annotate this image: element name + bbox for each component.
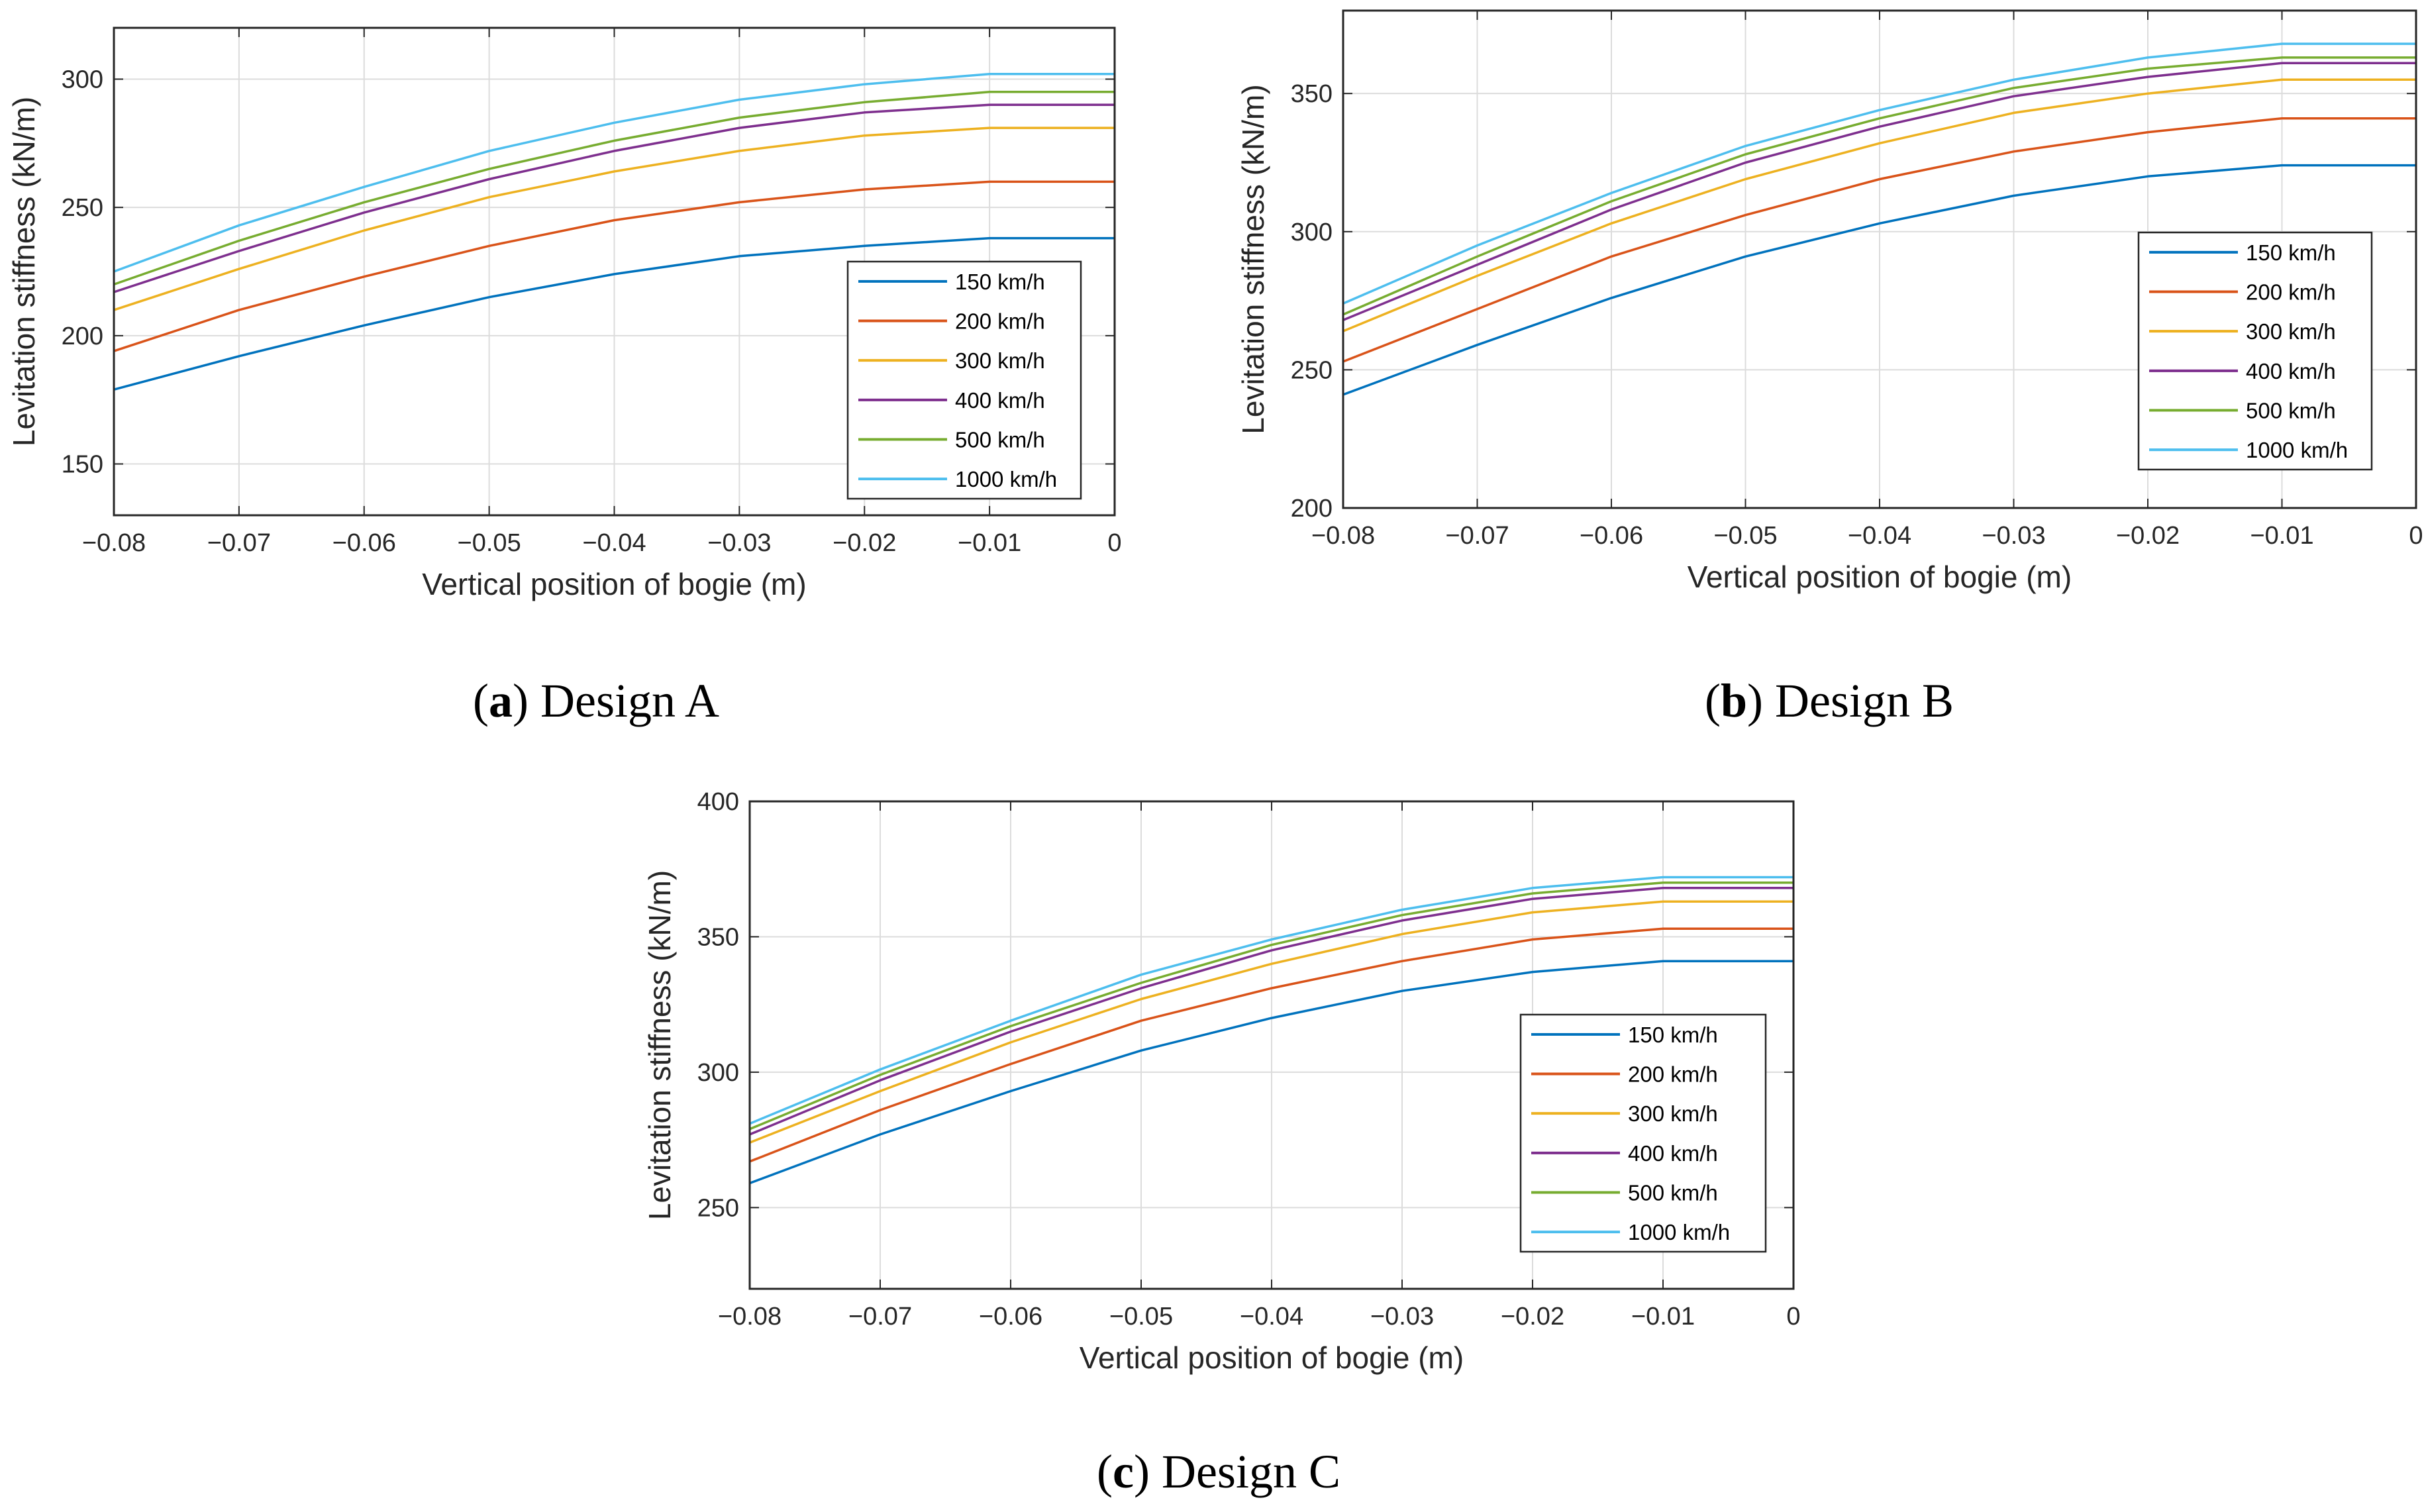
x-tick-label-c-3: −0.05 <box>1109 1303 1173 1331</box>
y-tick-label-b-0: 200 <box>1291 495 1333 523</box>
caption-text-c: Design C <box>1162 1445 1340 1498</box>
x-tick-label-b-0: −0.08 <box>1311 522 1375 550</box>
legend-label-c-1: 200 km/h <box>1628 1062 1718 1087</box>
chart-panel-design-b: −0.08 −0.07 −0.06 −0.05 −0.04 −0.03 −0.02 −0.01… <box>1236 9 2423 594</box>
x-tick-label-a-8: 0 <box>1107 529 1121 557</box>
legend-label-a-3: 400 km/h <box>955 388 1045 413</box>
caption-letter-b: b <box>1721 674 1747 727</box>
legend-box-b <box>2137 231 2373 471</box>
legend-label-c-5: 1000 km/h <box>1628 1220 1730 1244</box>
caption-letter-c: c <box>1113 1445 1134 1498</box>
x-tick-label-b-4: −0.04 <box>1848 522 1911 550</box>
legend-label-b-3: 400 km/h <box>2246 359 2336 383</box>
x-tick-label-c-1: −0.07 <box>848 1303 912 1331</box>
legend-label-a-0: 150 km/h <box>955 270 1045 294</box>
legend-label-b-4: 500 km/h <box>2246 399 2336 423</box>
series-line-c-400kmh <box>749 887 1793 1136</box>
series-line-b-300kmh <box>1342 78 2416 332</box>
series-line-b-400kmh <box>1342 62 2416 321</box>
x-tick-label-b-1: −0.07 <box>1445 522 1509 550</box>
caption-text-a: Design A <box>540 674 719 727</box>
y-tick-label-c-1: 300 <box>697 1059 739 1087</box>
series-line-b-200kmh <box>1342 117 2416 363</box>
x-tick-label-a-6: −0.02 <box>833 529 896 557</box>
x-axis-label-c: Vertical position of bogie (m) <box>1080 1340 1464 1375</box>
legend-label-b-0: 150 km/h <box>2246 240 2336 265</box>
legend-label-c-2: 300 km/h <box>1628 1101 1718 1126</box>
series-line-a-1000kmh <box>113 72 1115 273</box>
x-tick-label-b-3: −0.05 <box>1713 522 1777 550</box>
x-axis-label-a: Vertical position of bogie (m) <box>422 567 806 601</box>
x-tick-label-a-3: −0.05 <box>458 529 521 557</box>
legend-label-b-5: 1000 km/h <box>2246 438 2348 462</box>
x-axis-label-b: Vertical position of bogie (m) <box>1688 560 2072 594</box>
legend-label-a-2: 300 km/h <box>955 348 1045 373</box>
legend-label-b-2: 300 km/h <box>2246 319 2336 344</box>
y-tick-label-a-1: 200 <box>62 323 103 350</box>
x-tick-label-c-6: −0.02 <box>1501 1303 1564 1331</box>
y-tick-label-b-3: 350 <box>1291 80 1333 108</box>
legend-box-c <box>1519 1013 1767 1253</box>
y-tick-label-b-2: 300 <box>1291 219 1333 246</box>
x-tick-label-c-7: −0.01 <box>1631 1303 1695 1331</box>
x-tick-label-a-2: −0.06 <box>332 529 396 557</box>
x-tick-label-b-7: −0.01 <box>2250 522 2313 550</box>
legend-label-a-5: 1000 km/h <box>955 467 1057 491</box>
y-tick-label-b-1: 250 <box>1291 356 1333 384</box>
y-tick-label-c-2: 350 <box>697 923 739 951</box>
caption-text-b: Design B <box>1775 674 1954 727</box>
caption-letter-a: a <box>489 674 513 727</box>
y-tick-label-a-0: 150 <box>62 451 103 479</box>
legend-box-a <box>846 260 1082 500</box>
x-tick-label-b-6: −0.02 <box>2116 522 2180 550</box>
x-tick-label-a-4: −0.04 <box>582 529 646 557</box>
series-line-a-150kmh <box>113 236 1115 391</box>
series-line-a-500kmh <box>113 91 1115 286</box>
legend-label-c-3: 400 km/h <box>1628 1141 1718 1166</box>
caption-design-a: (a) Design A <box>473 674 719 727</box>
series-line-b-1000kmh <box>1342 42 2416 305</box>
x-tick-label-a-5: −0.03 <box>707 529 771 557</box>
chart-panel-design-c: −0.08 −0.07 −0.06 −0.05 −0.04 −0.03 −0.02 −0.01… <box>642 788 1801 1375</box>
y-axis-label-b: Levitation stiffness (kN/m) <box>1236 84 1270 434</box>
caption-design-b: (b) Design B <box>1705 674 1954 727</box>
x-tick-label-c-4: −0.04 <box>1240 1303 1303 1331</box>
x-tick-label-c-5: −0.03 <box>1370 1303 1434 1331</box>
series-line-c-300kmh <box>749 900 1793 1144</box>
x-tick-label-a-0: −0.08 <box>82 529 146 557</box>
series-line-c-200kmh <box>749 927 1793 1163</box>
y-tick-label-c-0: 250 <box>697 1194 739 1222</box>
x-tick-label-b-2: −0.06 <box>1580 522 1643 550</box>
series-line-a-300kmh <box>113 126 1115 311</box>
x-tick-label-a-1: −0.07 <box>207 529 271 557</box>
series-line-c-150kmh <box>749 960 1793 1185</box>
legend-label-a-1: 200 km/h <box>955 309 1045 334</box>
y-tick-label-c-3: 400 <box>697 788 739 816</box>
series-line-b-500kmh <box>1342 56 2416 316</box>
y-axis-label-a: Levitation stiffness (kN/m) <box>7 97 41 446</box>
legend-label-c-0: 150 km/h <box>1628 1023 1718 1047</box>
x-tick-label-b-8: 0 <box>2409 522 2423 550</box>
x-tick-label-c-0: −0.08 <box>718 1303 782 1331</box>
x-tick-label-c-8: 0 <box>1786 1303 1800 1331</box>
caption-design-c: (c) Design C <box>1097 1445 1340 1498</box>
series-line-a-400kmh <box>113 103 1115 293</box>
x-tick-label-a-7: −0.01 <box>958 529 1021 557</box>
y-tick-label-a-3: 300 <box>62 66 103 93</box>
legend-label-b-1: 200 km/h <box>2246 280 2336 305</box>
x-tick-label-c-2: −0.06 <box>979 1303 1042 1331</box>
series-line-b-150kmh <box>1342 164 2416 396</box>
y-axis-label-c: Levitation stiffness (kN/m) <box>642 870 677 1220</box>
series-line-c-1000kmh <box>749 876 1793 1125</box>
y-tick-label-a-2: 250 <box>62 194 103 222</box>
x-tick-label-b-5: −0.03 <box>1982 522 2045 550</box>
legend-label-c-4: 500 km/h <box>1628 1181 1718 1205</box>
series-line-a-200kmh <box>113 180 1115 352</box>
legend-label-a-4: 500 km/h <box>955 428 1045 452</box>
chart-panel-design-a: −0.08 −0.07 −0.06 −0.05 −0.04 −0.03 −0.02 −0.01… <box>7 26 1122 601</box>
series-line-c-500kmh <box>749 881 1793 1131</box>
